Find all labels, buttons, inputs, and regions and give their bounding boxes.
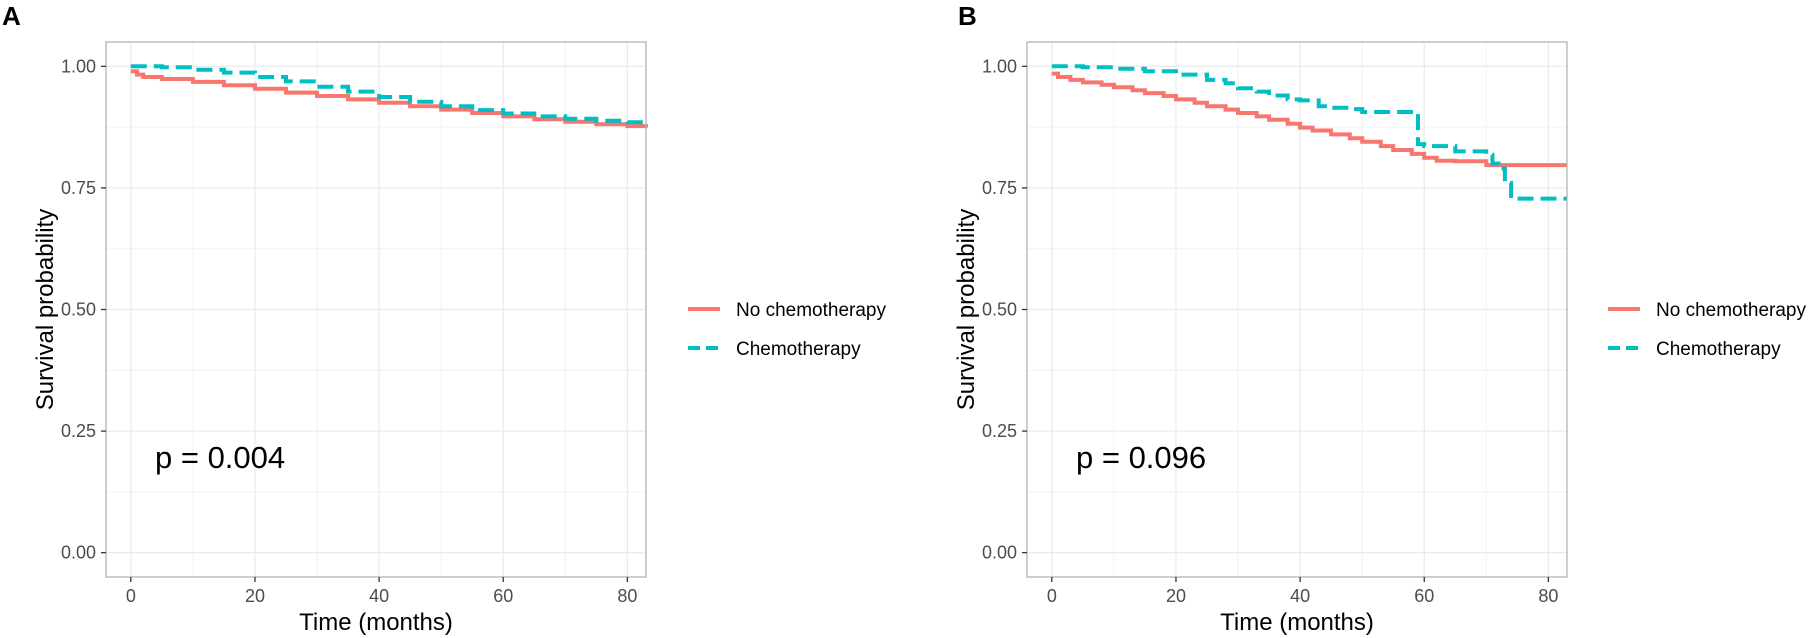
x-tick-label: 0 [126,586,136,606]
x-axis-title: Time (months) [299,609,453,636]
survival-curve-chemotherapy [1051,64,1567,201]
legend-label-no-chemotherapy: No chemotherapy [1656,300,1806,321]
p-value-annotation: p = 0.096 [1076,440,1206,475]
x-tick-label: 60 [1414,586,1434,606]
x-tick-label: 80 [1538,586,1558,606]
y-tick-label: 0.75 [61,178,96,198]
panel-letter: B [958,1,977,31]
survival-curve-no-chemotherapy [1051,71,1567,168]
y-tick-label: 0.50 [61,300,96,320]
y-axis-title: Survival probability [953,209,980,410]
legend-label-chemotherapy: Chemotherapy [1656,339,1781,360]
x-axis-title: Time (months) [1220,609,1374,636]
y-tick-label: 1.00 [982,56,1017,76]
legend-label-chemotherapy: Chemotherapy [736,339,861,360]
x-tick-label: 60 [493,586,513,606]
survival-curve-no-chemotherapy [130,69,648,129]
y-tick-label: 0.25 [61,421,96,441]
y-tick-label: 0.50 [982,300,1017,320]
panel-a: 0 20 40 60 80 0.00 0.25 0.50 0.75 1.00 Time (month… [2,1,886,636]
y-tick-label: 0.25 [982,421,1017,441]
survival-curve-chemotherapy [130,64,648,125]
p-value-annotation: p = 0.004 [155,440,285,475]
x-tick-label: 20 [245,586,265,606]
y-tick-label: 0.75 [982,178,1017,198]
x-tick-label: 40 [369,586,389,606]
x-tick-label: 40 [1290,586,1310,606]
panel-b: 0 20 40 60 80 0.00 0.25 0.50 0.75 1.00 Time (month… [953,1,1806,636]
x-tick-label: 0 [1047,586,1057,606]
x-tick-label: 80 [617,586,637,606]
panel-letter: A [2,1,21,31]
y-tick-label: 0.00 [61,543,96,563]
x-tick-label: 20 [1166,586,1186,606]
y-axis-title: Survival probability [32,209,59,410]
y-tick-label: 0.00 [982,543,1017,563]
y-tick-label: 1.00 [61,56,96,76]
legend-label-no-chemotherapy: No chemotherapy [736,300,886,321]
